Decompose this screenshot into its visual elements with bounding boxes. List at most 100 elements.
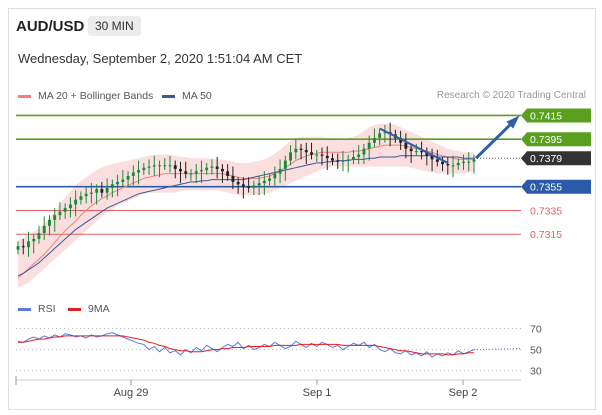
candle-body — [257, 183, 261, 186]
candle-body — [205, 167, 209, 171]
candle-body — [69, 204, 72, 209]
candle-body — [283, 160, 287, 169]
ma9-swatch-icon — [68, 307, 81, 311]
legend-ma50: MA 50 — [162, 90, 212, 102]
candle-body — [414, 151, 418, 153]
rsi-tick-label: 50 — [530, 345, 542, 357]
rsi-projection — [473, 348, 522, 351]
candle-body — [231, 176, 235, 182]
candle-body — [383, 132, 387, 134]
candle-body — [137, 170, 140, 173]
candle-body — [142, 167, 146, 171]
candle-body — [158, 165, 161, 167]
candle-body — [58, 211, 62, 216]
candle-body — [189, 173, 193, 175]
candle-body — [430, 155, 434, 160]
candle-body — [378, 133, 382, 138]
x-tick-label: Sep 1 — [303, 387, 332, 399]
candle-body — [304, 149, 308, 153]
candle-body — [63, 208, 67, 212]
projection-arrow — [474, 117, 518, 160]
candle-body — [226, 171, 230, 176]
ma9-line — [18, 335, 474, 356]
candle-body — [116, 181, 119, 185]
x-tick-label: Sep 2 — [449, 387, 478, 399]
rsi-tick-label: 30 — [530, 366, 542, 378]
candle-body — [467, 161, 471, 163]
candle-body — [247, 186, 251, 188]
candle-body — [294, 148, 298, 153]
level-tag-bg — [521, 151, 591, 166]
legend-ma50-label: MA 50 — [182, 90, 212, 102]
ma20-swatch-icon — [18, 94, 31, 98]
candle-body — [131, 172, 135, 176]
level-tag-0.7315: 0.7315 — [530, 229, 562, 241]
legend-rsi: RSI — [18, 303, 56, 315]
candle-body — [420, 151, 423, 153]
candle-body — [42, 225, 46, 233]
candle-body — [425, 152, 429, 156]
research-credit: Research © 2020 Trading Central — [436, 90, 586, 101]
candle-body — [100, 189, 104, 193]
candle-body — [27, 241, 30, 248]
ma50-line — [17, 155, 474, 277]
ma50-swatch-icon — [162, 94, 175, 98]
candle-body — [21, 246, 25, 248]
x-axis: Aug 29 Sep 1 Sep 2 — [15, 376, 521, 399]
candle-body — [173, 165, 177, 169]
candle-body — [37, 233, 41, 239]
candle-body — [404, 142, 408, 149]
candle-body — [221, 168, 224, 172]
candle-body — [462, 161, 465, 163]
candle-body — [373, 138, 376, 143]
rsi-swatch-icon — [18, 307, 31, 311]
ma20-line — [17, 144, 474, 279]
candle-body — [357, 154, 361, 157]
candle-body — [105, 187, 109, 193]
candle-body — [289, 152, 292, 161]
candle-body — [268, 178, 271, 181]
rsi-line — [17, 332, 475, 358]
candle-body — [210, 166, 214, 168]
candle-body — [399, 138, 403, 143]
candle-body — [451, 165, 455, 167]
candle-body — [241, 184, 245, 187]
level-tag-0.7379: 0.7379 — [530, 153, 562, 165]
candle-body — [163, 165, 167, 167]
candle-body — [299, 148, 303, 150]
candle-body — [320, 154, 324, 156]
candle-body — [336, 160, 340, 162]
legend-ma9: 9MA — [68, 303, 110, 315]
level-tags: 0.7415 0.7395 0.7379 0.7355 0.7335 0.7315 — [521, 108, 591, 241]
level-tag-bg — [521, 132, 591, 147]
level-tag-0.7395: 0.7395 — [530, 134, 562, 146]
candle-body — [341, 160, 345, 162]
timeframe-badge[interactable]: 30 MIN — [88, 16, 141, 36]
candle-body — [89, 192, 93, 194]
bollinger-bands — [18, 123, 474, 288]
candle-body — [152, 165, 156, 167]
level-tag-bg — [521, 108, 591, 123]
candle-body — [252, 185, 256, 188]
level-tag-0.7415: 0.7415 — [530, 110, 562, 122]
candle-body — [126, 176, 130, 180]
candle-body — [95, 189, 99, 193]
level-tag-bg — [521, 179, 591, 194]
candle-body — [325, 155, 329, 159]
candle-body — [362, 148, 366, 155]
rsi-panel: 70 50 30 — [16, 324, 542, 378]
moving-averages — [17, 144, 474, 279]
candle-body — [441, 161, 444, 165]
x-tick-label: Aug 29 — [114, 387, 149, 399]
legend-ma9-label: 9MA — [88, 303, 110, 315]
candle-body — [346, 159, 350, 161]
level-tag-0.7355: 0.7355 — [530, 182, 562, 194]
candle-body — [236, 181, 240, 185]
legend-ma20-label: MA 20 + Bollinger Bands — [38, 90, 154, 102]
candle-body — [200, 170, 203, 172]
candle-body — [53, 215, 57, 220]
symbol-title: AUD/USD — [16, 18, 85, 35]
candle-body — [32, 238, 36, 242]
trend-annotations — [379, 115, 520, 164]
